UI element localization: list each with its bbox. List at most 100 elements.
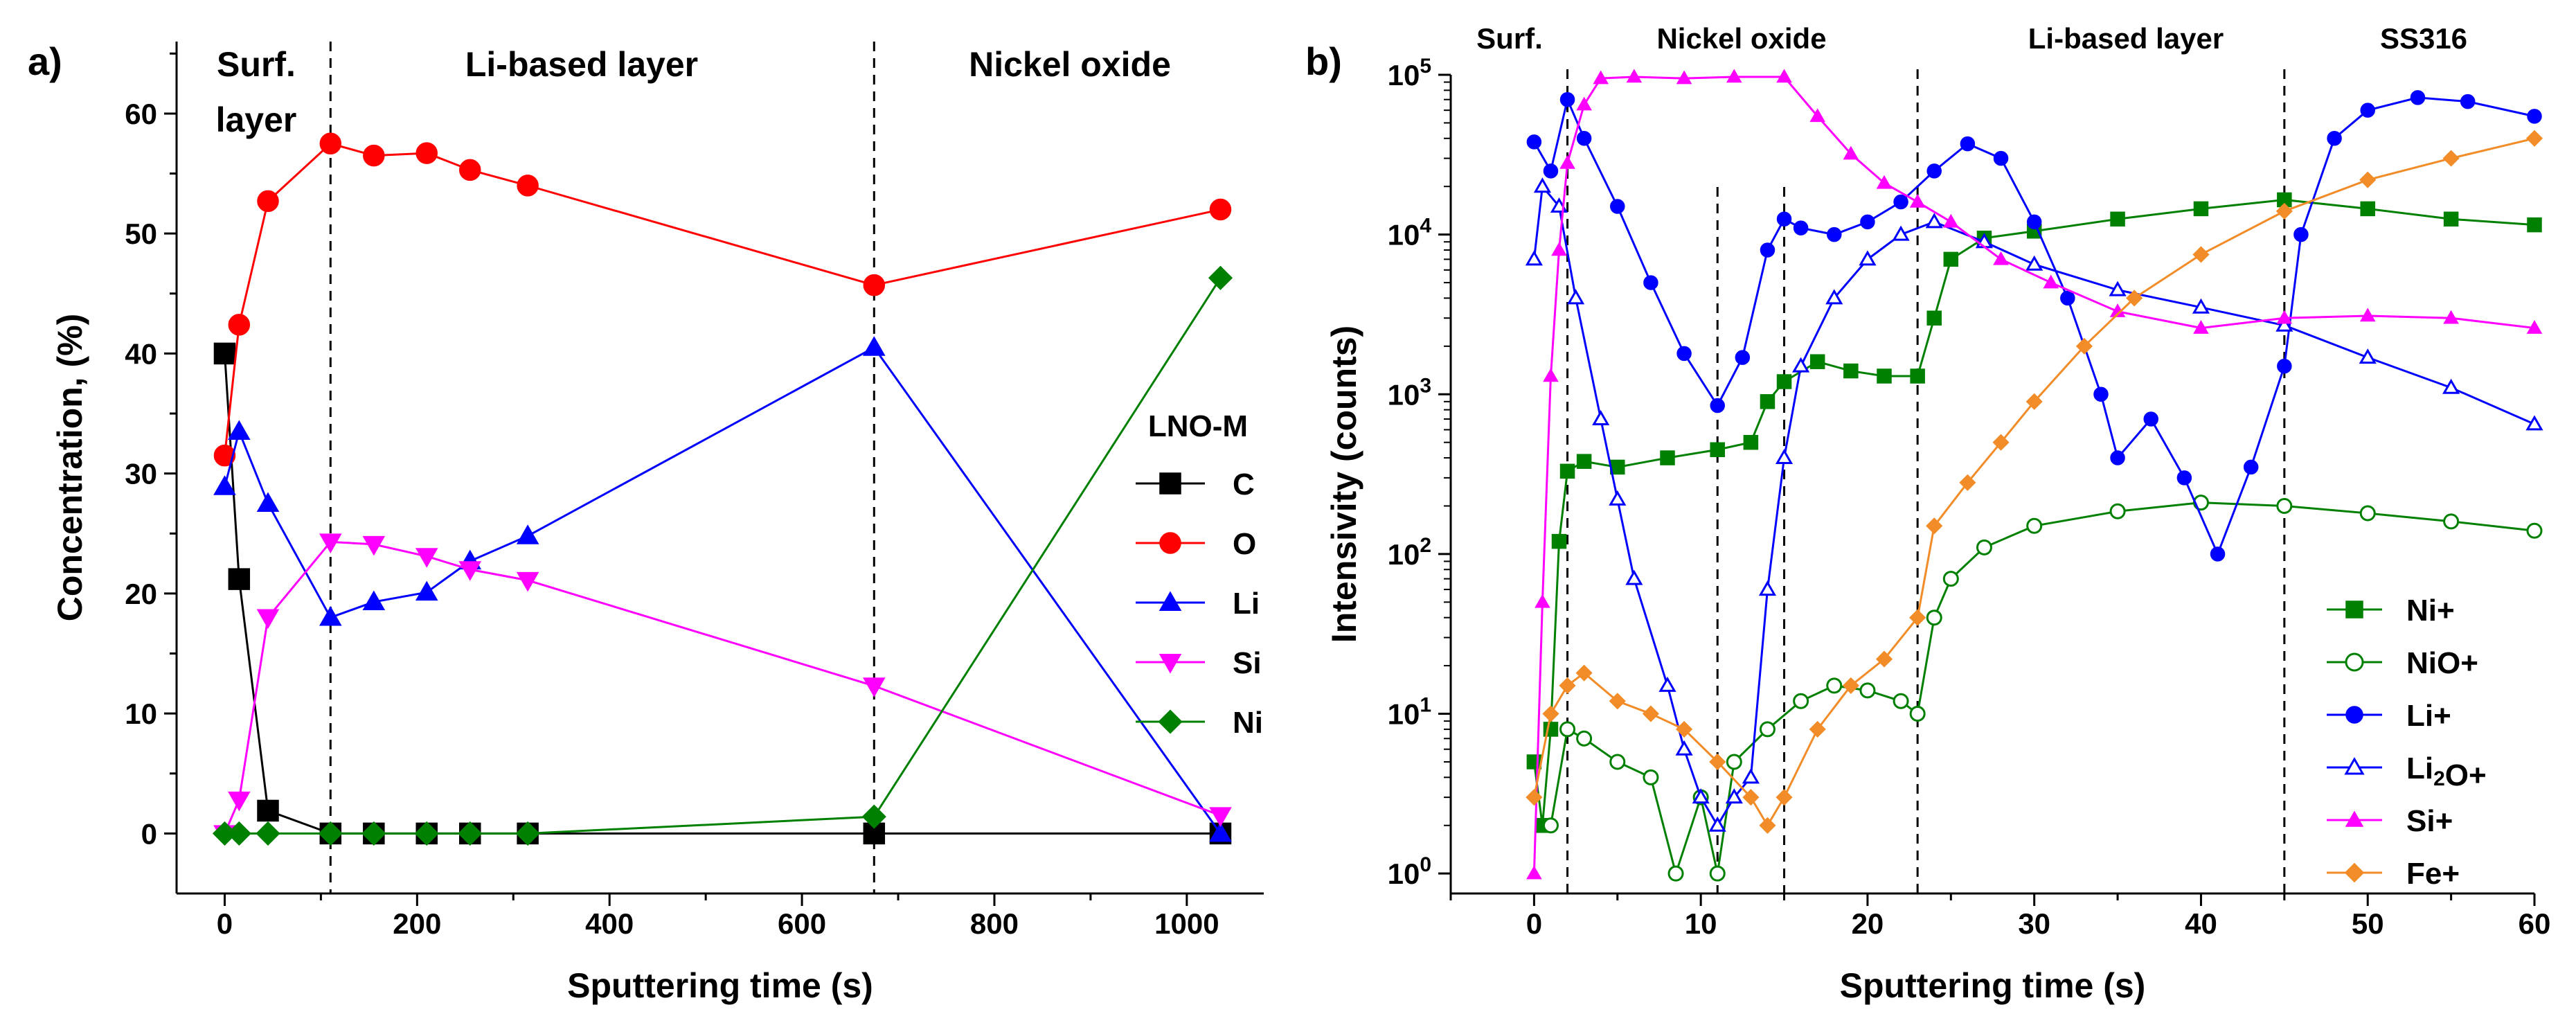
data-point-li2o-plus <box>1725 788 1743 804</box>
data-point-nio-plus <box>2109 503 2126 519</box>
legend-label-part: Fe+ <box>2406 857 2460 891</box>
data-point-ni <box>318 821 343 846</box>
series-line-nio-plus <box>1549 501 2535 878</box>
data-point-fe-plus <box>1676 720 1693 738</box>
data-point-nio-plus <box>1909 706 1926 722</box>
y-tick-label: 60 <box>125 98 157 130</box>
data-point-li-plus <box>1827 226 1842 242</box>
legend-label-ni-plus: Ni+ <box>2406 594 2455 628</box>
data-point-ni-plus <box>2110 211 2125 227</box>
data-point-si-plus <box>1809 108 1825 123</box>
data-point-si-plus <box>1551 242 1567 256</box>
legend-marker-si-plus <box>2345 810 2364 827</box>
data-point-fe-plus <box>2525 130 2543 147</box>
data-point-li-plus <box>1760 242 1776 258</box>
data-point-fe-plus <box>1776 789 1793 806</box>
x-tick-label: 20 <box>1852 907 1884 940</box>
y-tick-base: 10 <box>1388 698 1420 731</box>
region-label-surface-line2: layer <box>216 100 297 139</box>
legend-marker-si <box>1159 654 1182 674</box>
legend-label-nio-plus: NiO+ <box>2406 646 2478 680</box>
data-point-o <box>213 444 236 467</box>
data-point-ni-plus <box>1551 533 1567 549</box>
data-point-li-plus <box>1643 275 1658 290</box>
data-point-ni-plus <box>1910 368 1925 384</box>
data-point-fe-plus <box>2192 246 2210 263</box>
data-point-ni-plus <box>1877 368 1892 384</box>
data-point-ni-plus <box>1776 374 1792 389</box>
series-line-o <box>223 142 1221 456</box>
y-tick-label: 0 <box>141 817 157 850</box>
legend-label-si-plus: Si+ <box>2406 804 2453 838</box>
data-point-ni-plus <box>1743 434 1759 450</box>
legend-label-si: Si <box>1233 646 1262 680</box>
x-tick-label: 30 <box>2018 907 2050 940</box>
legend-label-li2o-plus: Li2O+ <box>2406 751 2487 792</box>
data-point-ni-plus <box>1710 442 1725 458</box>
panel-label: a) <box>28 39 62 83</box>
y-tick-label: 30 <box>125 458 157 490</box>
region-label-surface: Surf. <box>217 45 296 84</box>
data-point-ni <box>226 821 251 846</box>
x-tick-label: 0 <box>217 907 233 940</box>
panel-a: 0 200 400 600 800 1000 0 10 20 30 40 50 60 Sputtering… <box>28 39 1264 1005</box>
data-point-o <box>363 144 385 167</box>
panel-b: 0 10 20 30 40 50 60100101102103104105Sputterin… <box>1305 22 2550 1005</box>
data-point-si-plus <box>2193 320 2209 334</box>
data-point-nio-plus <box>1926 610 1942 626</box>
y-tick-base: 10 <box>1388 219 1420 251</box>
x-tick-label: 200 <box>393 907 441 940</box>
data-point-ni-plus <box>2360 201 2375 217</box>
data-point-nio-plus <box>1643 769 1659 785</box>
data-point-li2o-plus <box>1775 449 1794 465</box>
data-point-si-plus <box>2276 310 2293 324</box>
data-point-si <box>228 791 251 812</box>
data-point-li-plus <box>1960 136 1976 152</box>
data-point-nio-plus <box>2276 497 2293 514</box>
data-point-fe-plus <box>1575 664 1593 682</box>
data-point-ni-plus <box>1943 251 1959 267</box>
region-label-surface: Surf. <box>1476 22 1543 55</box>
data-point-nio-plus <box>1709 865 1726 882</box>
legend-label-fe-plus: Fe+ <box>2406 857 2460 891</box>
data-point-li-plus <box>1860 214 1875 230</box>
data-point-nio-plus <box>1542 817 1559 834</box>
data-point-li2o-plus <box>1609 490 1627 506</box>
data-point-si-plus <box>1535 594 1550 608</box>
data-point-li <box>415 580 438 601</box>
data-point-si-plus <box>1543 368 1559 382</box>
legend-marker-ni-plus <box>2345 601 2363 619</box>
legend-marker-li2o-plus <box>2344 756 2365 775</box>
data-point-si <box>362 535 386 556</box>
data-point-si-plus <box>2359 308 2376 322</box>
y-tick-base: 10 <box>1388 538 1420 571</box>
legend-marker-li <box>1159 591 1182 611</box>
legend-marker-ni <box>1158 709 1183 734</box>
series-line-si <box>224 540 1222 834</box>
data-point-ni <box>861 804 886 829</box>
y-tick-exponent: 4 <box>1420 215 1431 238</box>
data-point-li2o-plus <box>1592 409 1610 425</box>
data-point-nio-plus <box>1826 677 1843 694</box>
data-point-si-plus <box>1943 213 1959 228</box>
data-point-fe-plus <box>2359 171 2377 188</box>
data-point-nio-plus <box>1726 754 1742 770</box>
data-point-ni <box>361 821 386 846</box>
y-tick-exponent: 5 <box>1420 55 1431 78</box>
data-point-si-plus <box>1593 70 1609 84</box>
data-point-fe-plus <box>1909 609 1926 626</box>
data-point-o <box>415 142 438 164</box>
y-tick-exponent: 0 <box>1420 853 1431 876</box>
data-point-ni-plus <box>1576 454 1592 469</box>
y-tick-label: 101 <box>1388 694 1431 731</box>
data-point-si-plus <box>1876 175 1893 189</box>
data-point-o <box>319 132 342 155</box>
data-point-si <box>863 677 886 697</box>
data-point-li-plus <box>2360 103 2375 118</box>
data-point-ni <box>1208 265 1233 290</box>
data-point-fe-plus <box>1959 474 1976 491</box>
data-point-li2o-plus <box>1658 676 1676 692</box>
y-tick-label: 104 <box>1388 215 1432 251</box>
data-point-li <box>1209 821 1232 842</box>
legend-label-part: NiO+ <box>2406 646 2478 680</box>
